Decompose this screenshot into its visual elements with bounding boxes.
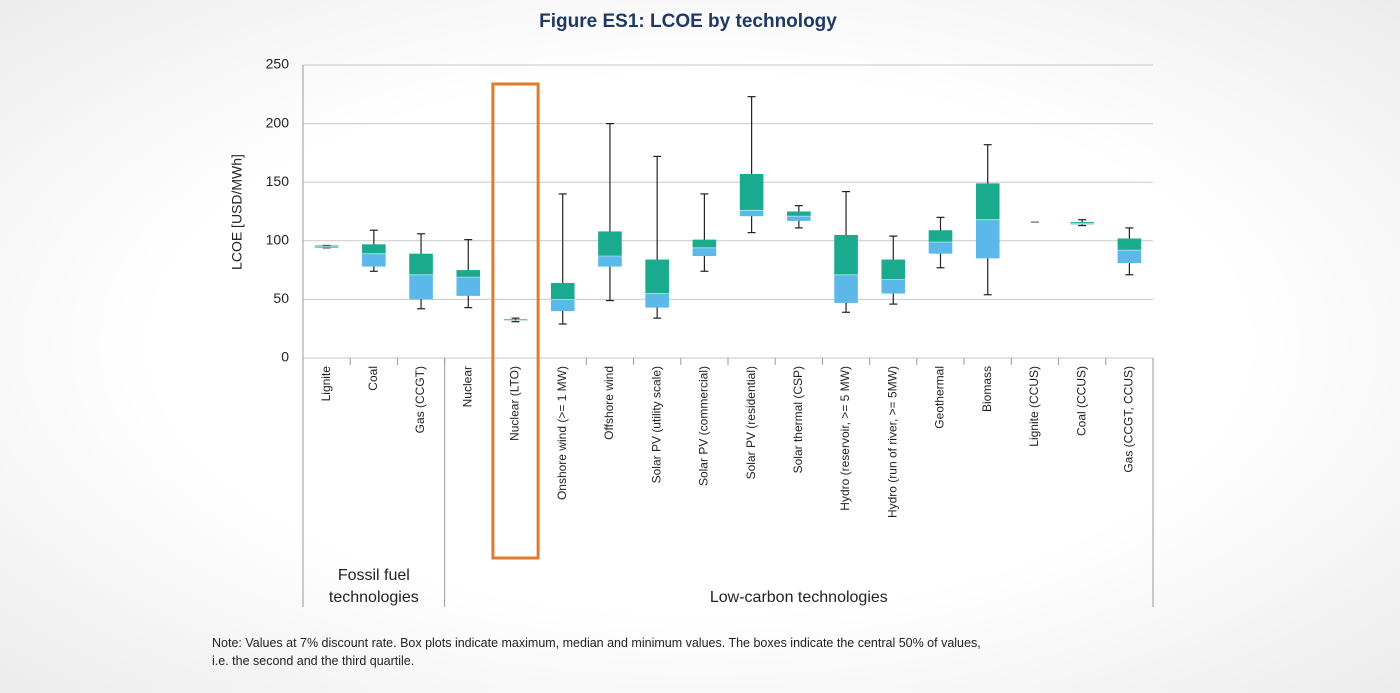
y-tick-label: 50 — [273, 290, 289, 306]
box-upper — [928, 230, 953, 242]
box-upper — [1117, 238, 1142, 251]
box-lower — [598, 256, 622, 267]
x-tick-label: Solar thermal (CSP) — [791, 366, 805, 473]
note: i.e. the second and the third quartile. — [212, 654, 414, 668]
x-tick-label: Biomass — [980, 366, 994, 412]
box-upper — [456, 270, 481, 278]
box-lower — [881, 279, 906, 294]
box-lower — [739, 210, 764, 217]
y-tick-label: 100 — [266, 232, 290, 248]
x-tick-label: Hydro (reservoir, >= 5 MW) — [838, 366, 852, 511]
box-lower — [409, 274, 433, 300]
box-upper — [692, 239, 717, 248]
box-upper — [598, 231, 622, 257]
box-lower — [975, 219, 1000, 259]
box-upper — [314, 245, 339, 247]
group-label: Fossil fuel — [338, 567, 410, 584]
x-tick-label: Lignite — [319, 366, 333, 402]
box-lower — [550, 299, 575, 312]
x-tick-label: Solar PV (residential) — [744, 366, 758, 479]
x-tick-label: Coal (CCUS) — [1074, 366, 1088, 436]
box-upper — [1070, 222, 1094, 224]
chart-title: Figure ES1: LCOE by technology — [539, 11, 837, 32]
x-tick-label: Solar PV (utility scale) — [649, 366, 663, 483]
box-lower — [834, 274, 858, 303]
box-lower — [787, 216, 811, 221]
box-upper — [881, 259, 906, 280]
x-tick-label: Gas (CCGT, CCUS) — [1122, 366, 1136, 473]
x-tick-label: Offshore wind — [602, 366, 616, 440]
box-lower — [314, 246, 339, 248]
x-tick-label: Hydro (run of river, >= 5MW) — [885, 366, 899, 518]
x-tick-label: Solar PV (commercial) — [697, 366, 711, 486]
box-upper — [739, 173, 764, 211]
box-lower — [645, 293, 669, 308]
box-lower — [456, 277, 481, 296]
box-lower — [1070, 223, 1094, 225]
highlight-frame — [491, 82, 540, 560]
x-tick-label: Nuclear — [460, 366, 474, 407]
x-tick-label: Geothermal — [933, 366, 947, 429]
box-lower — [362, 253, 386, 267]
y-tick-label: 150 — [266, 173, 290, 189]
box-upper — [834, 234, 858, 275]
x-tick-label: Gas (CCGT) — [413, 366, 427, 433]
box-upper — [409, 253, 433, 275]
box-upper — [645, 259, 669, 294]
box-upper — [362, 244, 386, 254]
box-lower — [1117, 250, 1142, 264]
box-upper — [503, 319, 528, 321]
x-tick-label: Onshore wind (>= 1 MW) — [555, 366, 569, 500]
y-tick-label: 250 — [266, 56, 290, 72]
note: Note: Values at 7% discount rate. Box pl… — [212, 636, 981, 650]
box-upper — [550, 282, 575, 300]
group-label: Low-carbon technologies — [710, 589, 888, 606]
box-upper — [975, 183, 1000, 220]
x-tick-label: Coal — [366, 366, 380, 391]
x-tick-label: Nuclear (LTO) — [508, 366, 522, 441]
y-tick-label: 0 — [281, 349, 289, 365]
group-label: technologies — [329, 589, 419, 606]
y-tick-label: 200 — [266, 114, 290, 130]
box-upper — [787, 211, 811, 217]
y-axis-label: LCOE [USD/MWh] — [229, 154, 245, 270]
x-tick-label: Lignite (CCUS) — [1027, 366, 1041, 447]
box-lower — [928, 241, 953, 254]
box-lower — [692, 247, 717, 257]
